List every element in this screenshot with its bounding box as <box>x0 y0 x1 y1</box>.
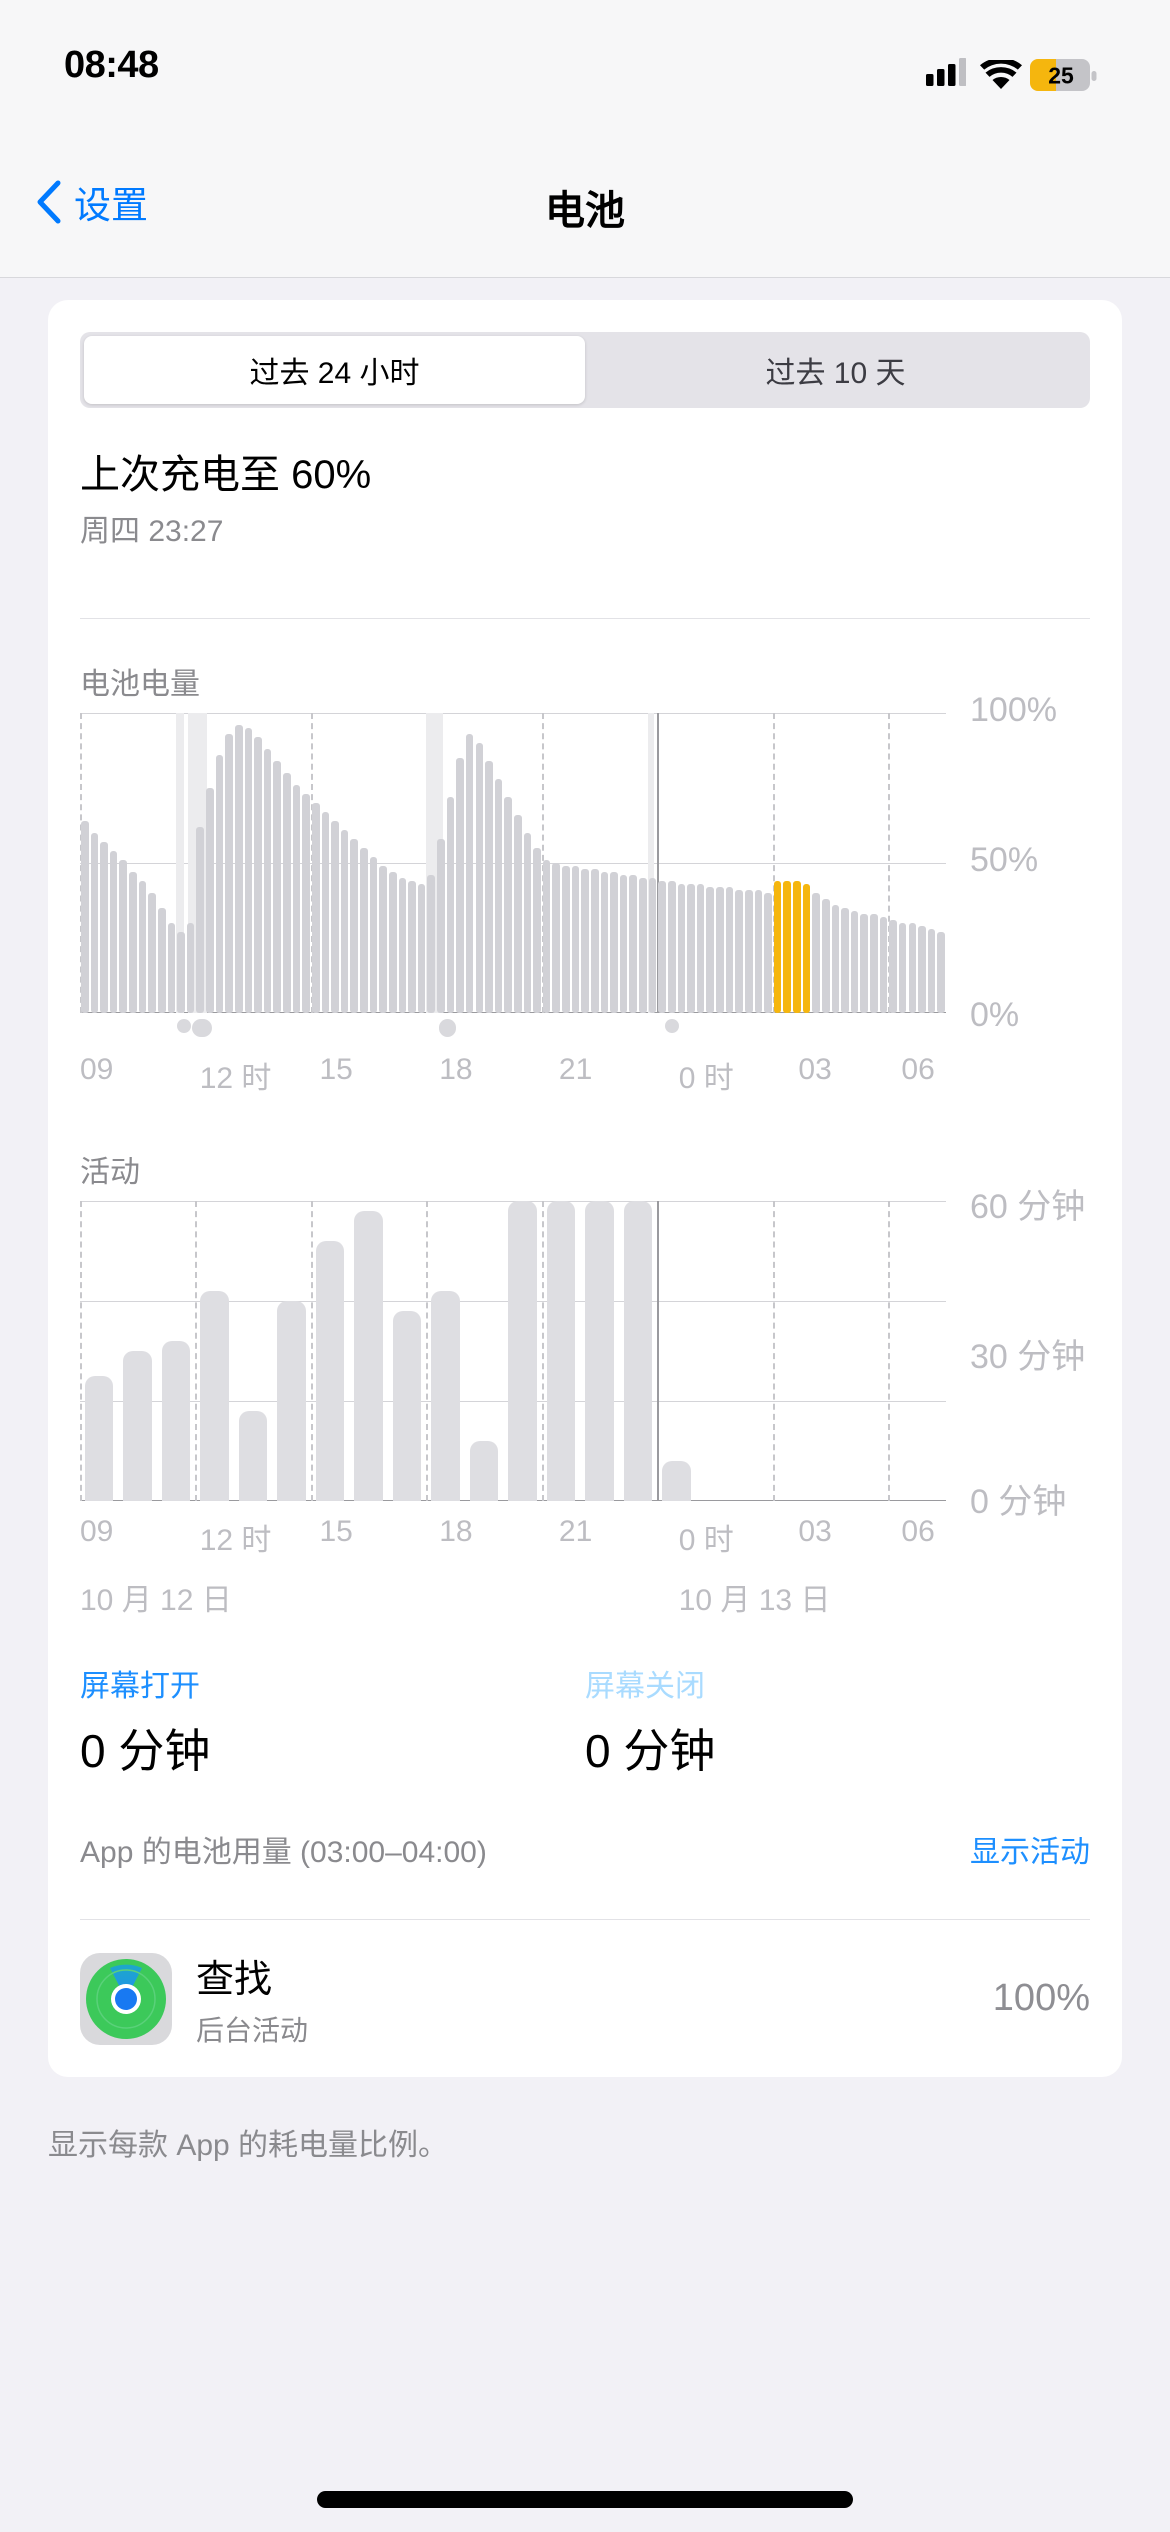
svg-text:25: 25 <box>1048 63 1074 89</box>
